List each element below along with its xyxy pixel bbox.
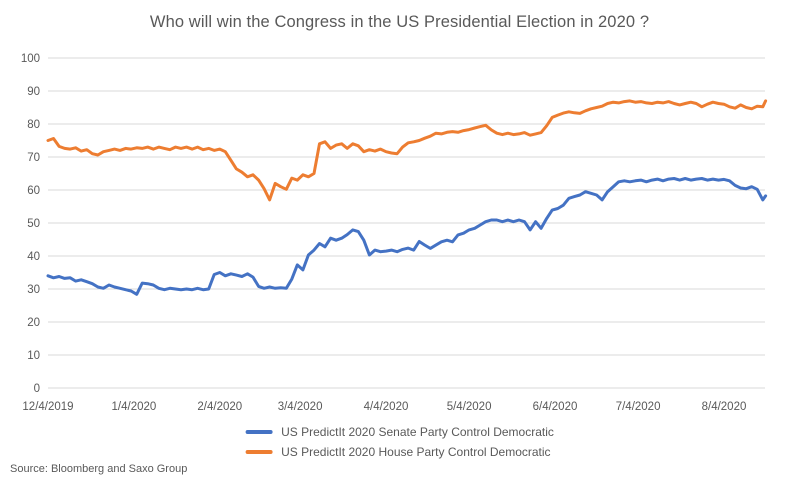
house-line-swatch bbox=[245, 450, 273, 454]
x-tick-label: 6/4/2020 bbox=[533, 401, 578, 413]
x-tick-label: 12/4/2019 bbox=[22, 401, 73, 413]
y-tick-label: 30 bbox=[27, 284, 40, 296]
y-tick-label: 20 bbox=[27, 317, 40, 329]
y-tick-label: 70 bbox=[27, 152, 40, 164]
plot-area: 0 10 20 30 40 50 60 70 80 90 100 12/4/2019 1/4/2020 2… bbox=[21, 53, 768, 413]
y-tick-label: 10 bbox=[27, 350, 40, 362]
x-tick-label: 7/4/2020 bbox=[616, 401, 661, 413]
legend-item-senate: US PredictIt 2020 Senate Party Control D… bbox=[245, 425, 554, 439]
x-tick-label: 8/4/2020 bbox=[702, 401, 747, 413]
senate-line-swatch bbox=[245, 430, 273, 434]
legend-label-senate: US PredictIt 2020 Senate Party Control D… bbox=[281, 425, 554, 439]
legend-item-house: US PredictIt 2020 House Party Control De… bbox=[245, 445, 554, 459]
y-tick-label: 100 bbox=[21, 53, 40, 65]
senate-series-line bbox=[46, 177, 768, 296]
chart-title: Who will win the Congress in the US Pres… bbox=[149, 13, 650, 31]
y-tick-label: 60 bbox=[27, 185, 40, 197]
y-tick-label: 80 bbox=[27, 119, 40, 131]
x-tick-label: 1/4/2020 bbox=[112, 401, 157, 413]
house-series-line bbox=[46, 99, 768, 202]
y-tick-label: 0 bbox=[34, 383, 40, 395]
x-tick-label: 5/4/2020 bbox=[447, 401, 492, 413]
legend-label-house: US PredictIt 2020 House Party Control De… bbox=[281, 445, 551, 459]
y-tick-label: 40 bbox=[27, 251, 40, 263]
y-tick-label: 50 bbox=[27, 218, 40, 230]
y-tick-label: 90 bbox=[27, 86, 40, 98]
x-tick-label: 3/4/2020 bbox=[278, 401, 323, 413]
legend: US PredictIt 2020 Senate Party Control D… bbox=[245, 425, 554, 459]
x-tick-label: 2/4/2020 bbox=[197, 401, 242, 413]
x-tick-label: 4/4/2020 bbox=[364, 401, 409, 413]
source-note: Source: Bloomberg and Saxo Group bbox=[10, 463, 188, 475]
